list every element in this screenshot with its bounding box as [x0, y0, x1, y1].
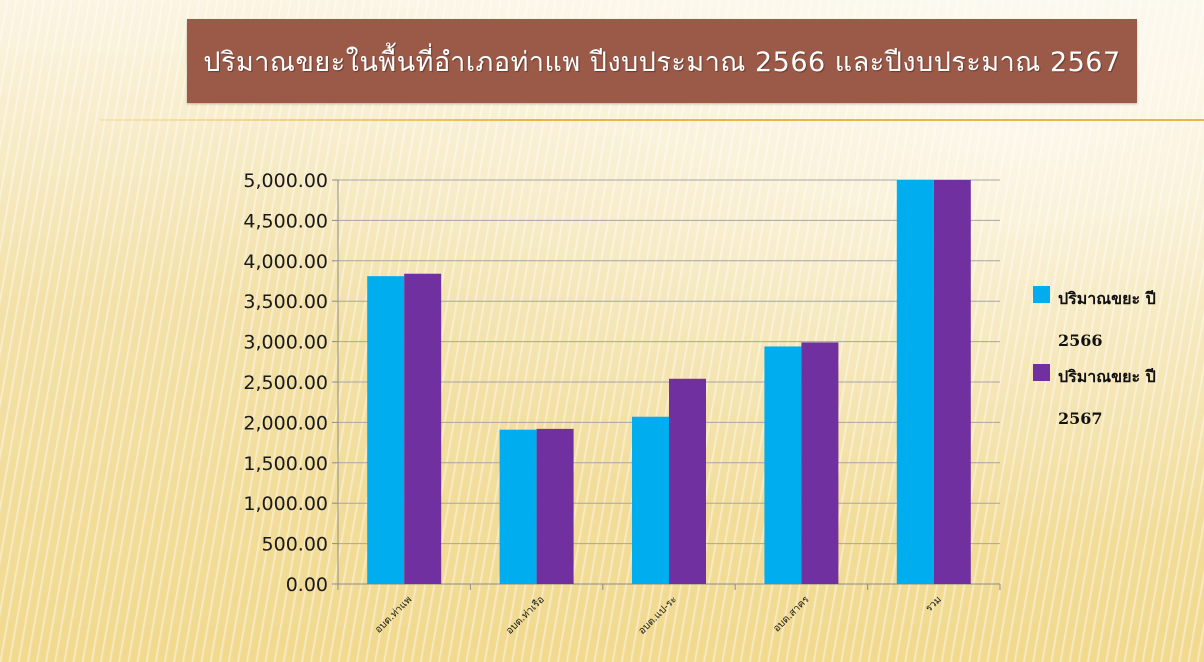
- y-tick-label: 2,000.00: [243, 412, 328, 434]
- bar-2566: [896, 180, 934, 584]
- legend-label-2567: ปริมาณขยะ ปี 2567: [1058, 367, 1156, 428]
- y-tick-label: 1,000.00: [243, 493, 328, 515]
- y-tick-label: 0.00: [286, 574, 328, 596]
- legend-swatch-2566: [1033, 286, 1050, 303]
- chart-legend: ปริมาณขยะ ปี 2566 ปริมาณขยะ ปี 2567: [1030, 278, 1204, 434]
- y-tick-label: 3,500.00: [243, 291, 328, 313]
- y-tick-label: 3,000.00: [243, 332, 328, 354]
- x-category-label: อบต.สาคร: [771, 594, 812, 635]
- bar-2566: [632, 416, 669, 584]
- y-tick-label: 1,500.00: [243, 453, 328, 475]
- bar-2567: [669, 378, 706, 584]
- y-tick-label: 500.00: [262, 534, 328, 556]
- y-tick-label: 4,000.00: [243, 251, 328, 273]
- legend-item-2566: ปริมาณขยะ ปี 2566: [1030, 278, 1204, 356]
- bar-2566: [499, 429, 537, 584]
- x-category-label: อบต.ท่าเรือ: [504, 594, 547, 637]
- x-category-label: อบต.แป-ระ: [637, 594, 680, 637]
- bar-2566: [764, 346, 802, 584]
- bar-2567: [801, 342, 839, 584]
- bar-2566: [367, 276, 405, 584]
- legend-label-2566: ปริมาณขยะ ปี 2566: [1058, 289, 1156, 350]
- legend-item-2567: ปริมาณขยะ ปี 2567: [1030, 356, 1204, 434]
- x-category-label: อบต.ท่าแพ: [373, 594, 414, 635]
- legend-swatch-2567: [1033, 364, 1050, 381]
- y-tick-label: 5,000.00: [243, 170, 328, 192]
- y-tick-label: 2,500.00: [243, 372, 328, 394]
- bar-2567: [404, 273, 442, 584]
- x-category-label: รวม: [924, 594, 944, 614]
- bar-2567: [536, 428, 574, 584]
- y-tick-label: 4,500.00: [243, 210, 328, 232]
- bar-2567: [933, 180, 971, 584]
- title-banner: ปริมาณขยะในพื้นที่อำเภอท่าแพ ปีงบประมาณ …: [187, 19, 1137, 103]
- divider-line: [100, 119, 1204, 121]
- page-title: ปริมาณขยะในพื้นที่อำเภอท่าแพ ปีงบประมาณ …: [203, 46, 1121, 78]
